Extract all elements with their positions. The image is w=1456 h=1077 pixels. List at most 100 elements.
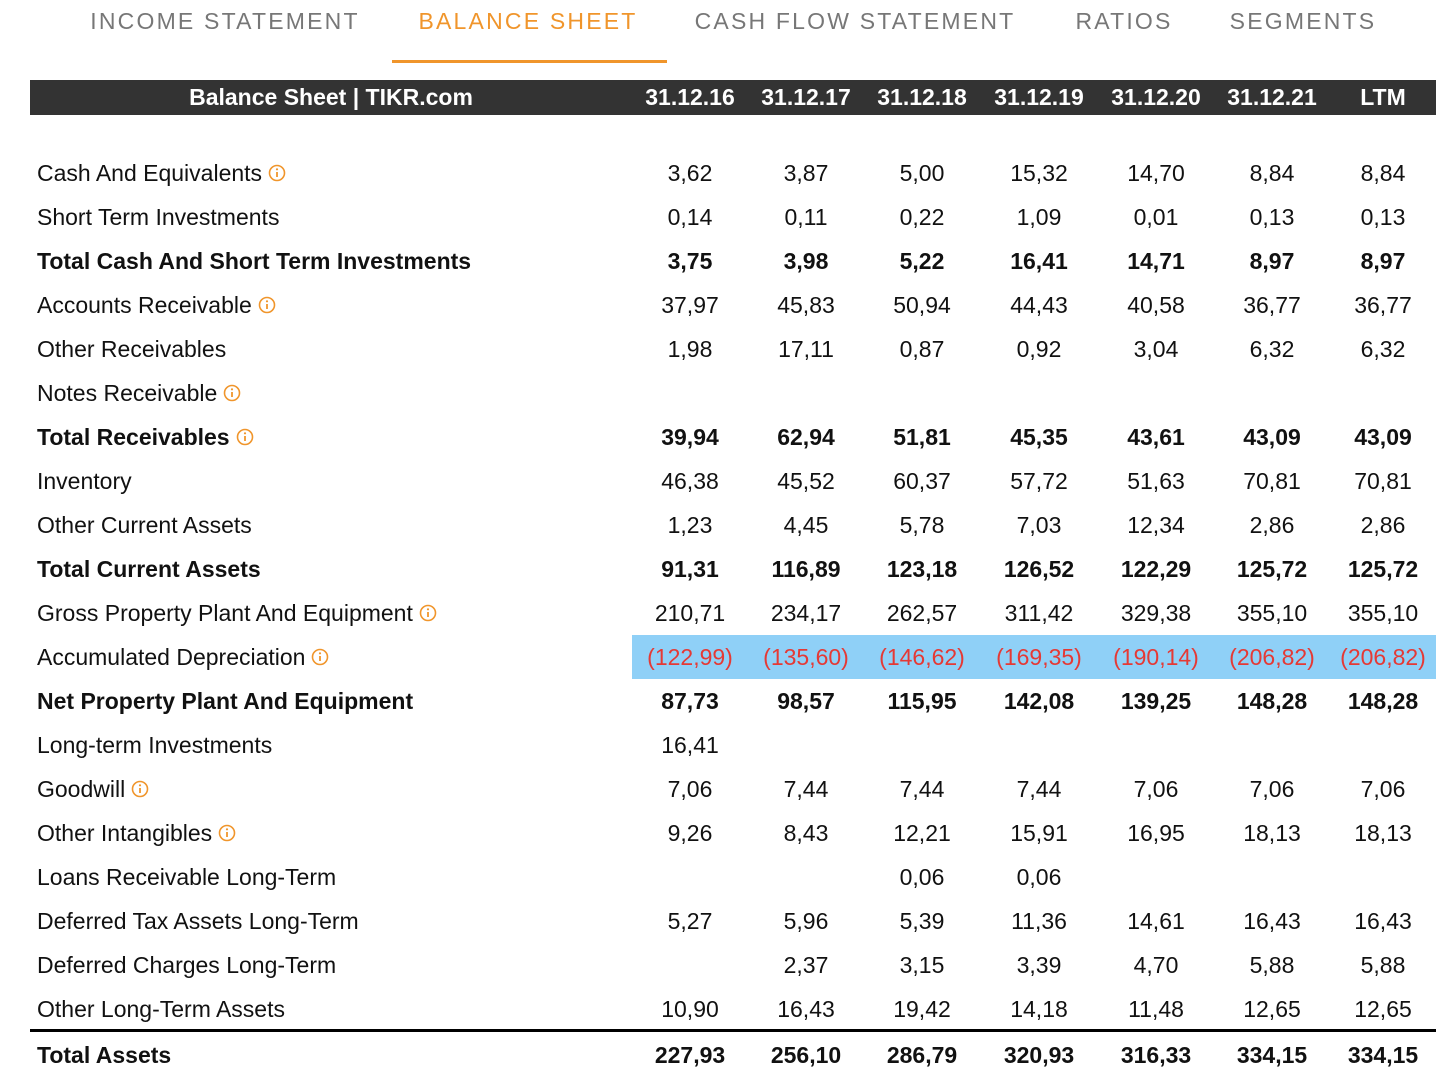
cell: 19,42 [893,996,951,1022]
cell: 12,65 [1354,996,1412,1022]
tab[interactable]: SEGMENTS [1229,8,1377,34]
cell: 5,39 [899,908,945,934]
cell: 17,11 [778,336,834,362]
row-label: Goodwill [37,767,149,811]
cell: (135,60) [763,644,849,670]
column-header: 31.12.18 [877,84,967,110]
cell: 45,83 [777,292,835,318]
column-header: 31.12.19 [994,84,1084,110]
column-header: 31.12.21 [1227,84,1317,110]
cell: 2,86 [1249,512,1295,538]
row-highlight [632,635,1436,679]
cell: 5,88 [1249,952,1295,978]
cell: 70,81 [1243,468,1301,494]
cell: 0,01 [1133,204,1179,230]
info-icon[interactable] [131,780,149,798]
cell: 7,06 [1360,776,1406,802]
row-label: Loans Receivable Long-Term [37,864,337,890]
cell: (146,62) [879,644,965,670]
cell: 1,23 [667,512,713,538]
cell: 70,81 [1354,468,1412,494]
row-label: Long-term Investments [37,732,273,758]
cell: 125,72 [1236,556,1308,582]
tab[interactable]: BALANCE SHEET [418,8,638,34]
row-label: Other Current Assets [37,512,252,538]
info-icon[interactable] [268,164,286,182]
row-label: Other Intangibles [37,811,236,855]
cell: 3,62 [667,160,713,186]
cell: 355,10 [1236,600,1308,626]
cell: 148,28 [1347,688,1419,714]
cell: 40,58 [1127,292,1185,318]
cell: 91,31 [661,556,719,582]
cell: 316,33 [1120,1042,1192,1068]
cell: 3,15 [899,952,945,978]
cell: 3,39 [1016,952,1062,978]
cell: 3,98 [783,248,829,274]
cell: 16,43 [1354,908,1412,934]
cell: 329,38 [1120,600,1192,626]
cell: 43,09 [1354,424,1412,450]
column-header: 31.12.16 [645,84,735,110]
cell: 46,38 [661,468,719,494]
cell: 43,09 [1243,424,1301,450]
cell: 36,77 [1243,292,1301,318]
info-icon[interactable] [236,428,254,446]
cell: 51,63 [1127,468,1185,494]
cell: 210,71 [654,600,726,626]
cell: 8,97 [1360,248,1406,274]
cell: 5,96 [783,908,829,934]
cell: 1,98 [667,336,713,362]
info-icon[interactable] [419,604,437,622]
cell: 123,18 [886,556,958,582]
row-label: Gross Property Plant And Equipment [37,591,437,635]
info-icon[interactable] [311,648,329,666]
cell: 234,17 [770,600,842,626]
cell: 2,37 [783,952,829,978]
cell: 43,61 [1127,424,1185,450]
cell: 311,42 [1004,600,1074,626]
cell: 50,94 [893,292,951,318]
row-label: Deferred Charges Long-Term [37,952,337,978]
cell: 0,06 [899,864,945,890]
info-icon[interactable] [218,824,236,842]
cell: 148,28 [1236,688,1308,714]
info-icon[interactable] [258,296,276,314]
tab[interactable]: CASH FLOW STATEMENT [694,8,1016,34]
cell: 262,57 [886,600,958,626]
row-label: Short Term Investments [37,204,280,230]
total-separator [30,1029,1436,1032]
tab[interactable]: INCOME STATEMENT [90,8,360,34]
cell: 3,87 [783,160,829,186]
cell: 3,04 [1133,336,1179,362]
tab[interactable]: RATIOS [1075,8,1173,34]
cell: 125,72 [1347,556,1419,582]
cell: 0,22 [899,204,945,230]
cell: 12,65 [1243,996,1301,1022]
cell: 14,61 [1127,908,1185,934]
cell: 5,00 [899,160,945,186]
cell: 126,52 [1003,556,1075,582]
info-icon[interactable] [223,384,241,402]
cell: 37,97 [661,292,719,318]
cell: 16,41 [661,732,719,758]
row-label: Total Receivables [37,415,254,459]
column-header: 31.12.20 [1111,84,1201,110]
cell: 18,13 [1354,820,1412,846]
cell: 7,06 [1133,776,1179,802]
cell: 16,43 [1243,908,1301,934]
cell: 36,77 [1354,292,1412,318]
cell: 355,10 [1347,600,1419,626]
cell: 11,36 [1011,908,1067,934]
cell: 12,34 [1127,512,1185,538]
row-label: Deferred Tax Assets Long-Term [37,908,359,934]
cell: 0,11 [784,204,828,230]
cell: 4,45 [783,512,829,538]
cell: 139,25 [1120,688,1192,714]
cell: 5,78 [899,512,945,538]
cell: 0,14 [667,204,713,230]
row-label: Net Property Plant And Equipment [37,688,414,714]
cell: 44,43 [1010,292,1068,318]
cell: 4,70 [1133,952,1179,978]
cell: 3,75 [667,248,713,274]
